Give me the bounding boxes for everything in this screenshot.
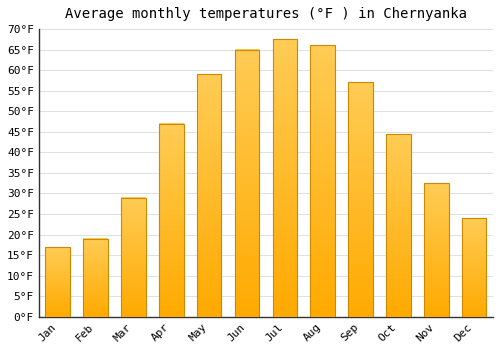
Bar <box>121 198 146 317</box>
Bar <box>310 46 335 317</box>
Bar <box>159 124 184 317</box>
Bar <box>46 247 70 317</box>
Bar <box>197 74 222 317</box>
Bar <box>84 239 108 317</box>
Bar <box>424 183 448 317</box>
Bar <box>272 39 297 317</box>
Bar <box>386 134 410 317</box>
Bar <box>462 218 486 317</box>
Bar <box>310 46 335 317</box>
Bar <box>424 183 448 317</box>
Bar <box>46 247 70 317</box>
Bar <box>348 83 373 317</box>
Bar <box>121 198 146 317</box>
Bar <box>159 124 184 317</box>
Bar <box>462 218 486 317</box>
Bar <box>234 50 260 317</box>
Bar <box>272 39 297 317</box>
Bar <box>348 83 373 317</box>
Bar <box>197 74 222 317</box>
Bar <box>234 50 260 317</box>
Title: Average monthly temperatures (°F ) in Chernyanka: Average monthly temperatures (°F ) in Ch… <box>65 7 467 21</box>
Bar <box>386 134 410 317</box>
Bar <box>84 239 108 317</box>
